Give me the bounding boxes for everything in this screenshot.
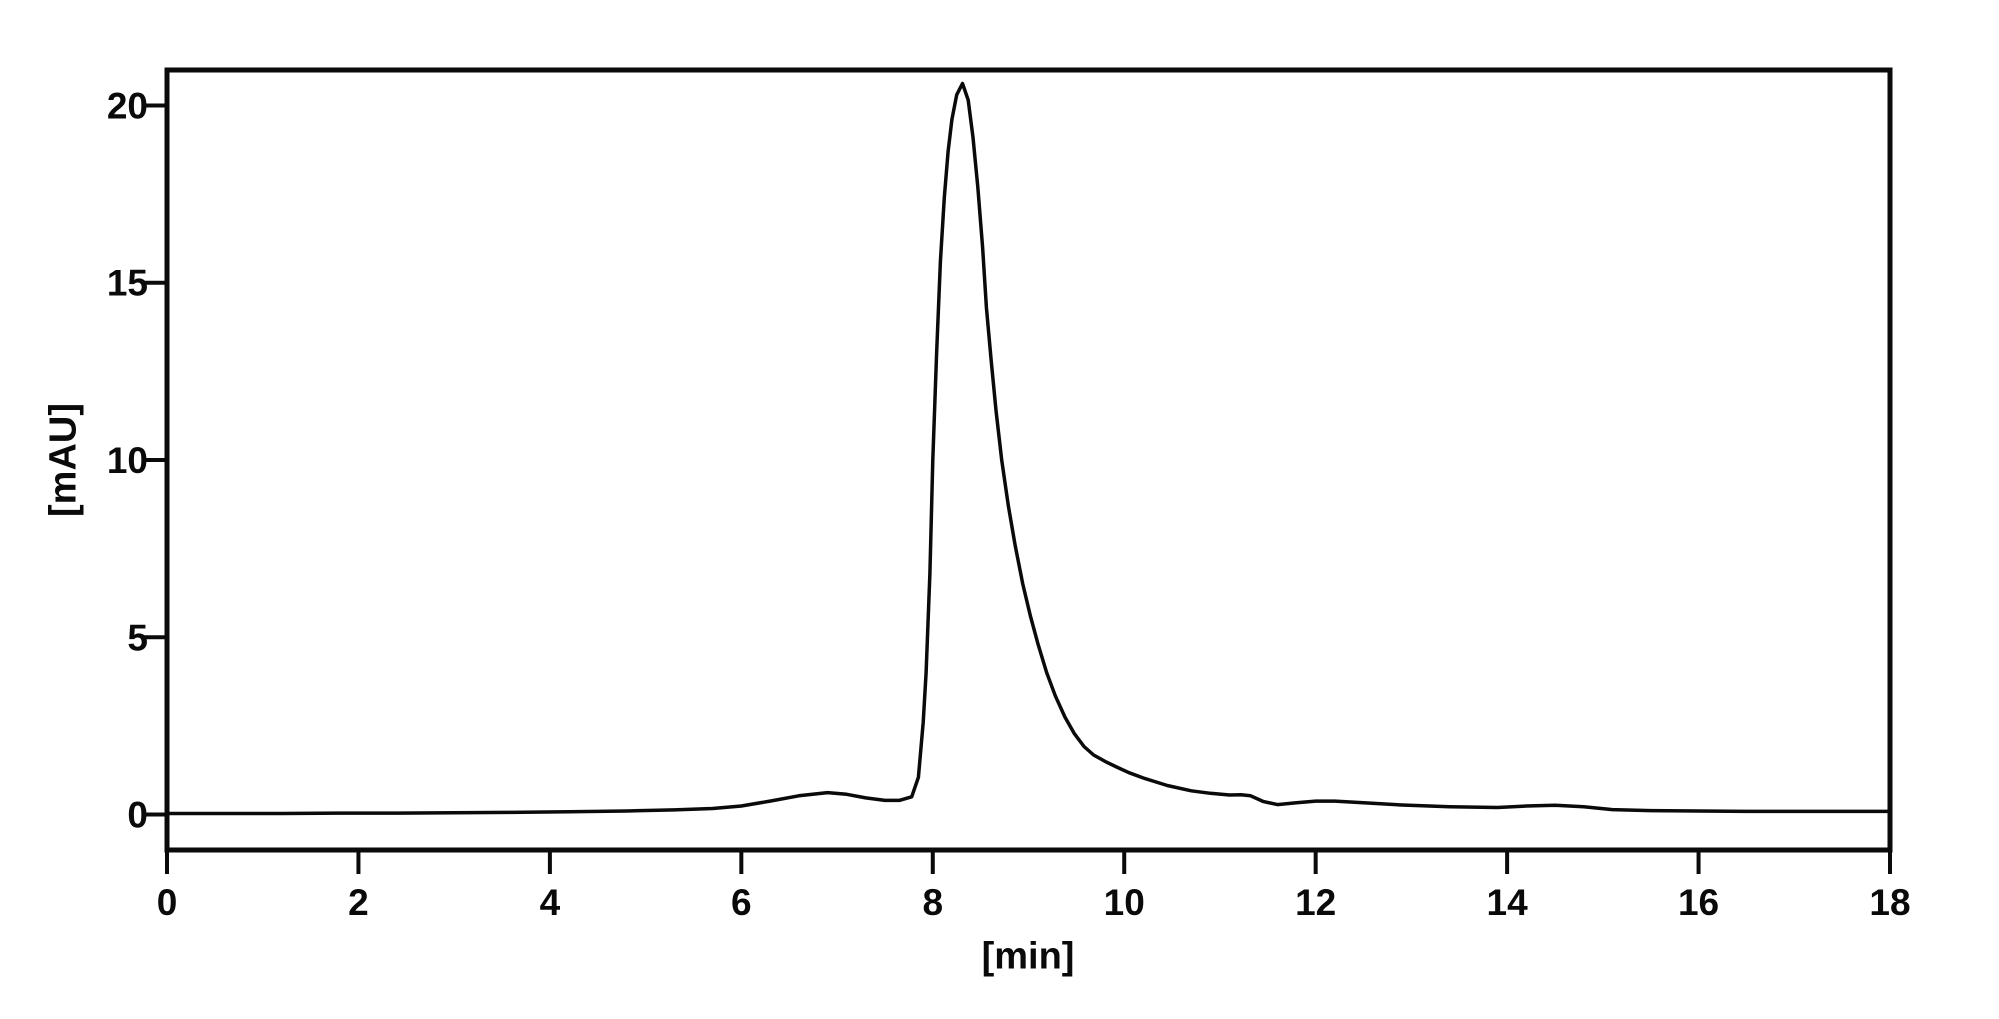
x-tick-label: 2 [348,882,369,923]
y-tick-label: 5 [127,617,148,658]
y-tick-label: 20 [107,85,148,126]
x-tick-label: 6 [731,882,752,923]
y-tick-label: 0 [127,795,148,836]
x-tick-label: 10 [1104,882,1145,923]
axes-frame [164,67,1893,853]
y-tick-label: 10 [107,440,148,481]
y-tick-label: 15 [107,263,148,304]
x-tick-label: 14 [1487,882,1529,923]
x-tick-label: 16 [1678,882,1719,923]
signal-trace [165,81,1892,816]
x-tick-label: 12 [1295,882,1336,923]
y-axis-label: [mAU] [42,403,85,517]
x-tick-label: 4 [540,882,561,923]
x-tick-label: 8 [922,882,943,923]
x-tick-label: 0 [157,882,178,923]
x-axis-label: [min] [981,935,1075,978]
x-tick-label: 18 [1869,882,1910,923]
